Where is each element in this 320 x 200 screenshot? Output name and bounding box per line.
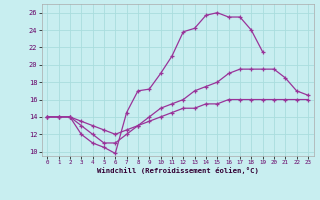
X-axis label: Windchill (Refroidissement éolien,°C): Windchill (Refroidissement éolien,°C) bbox=[97, 167, 259, 174]
